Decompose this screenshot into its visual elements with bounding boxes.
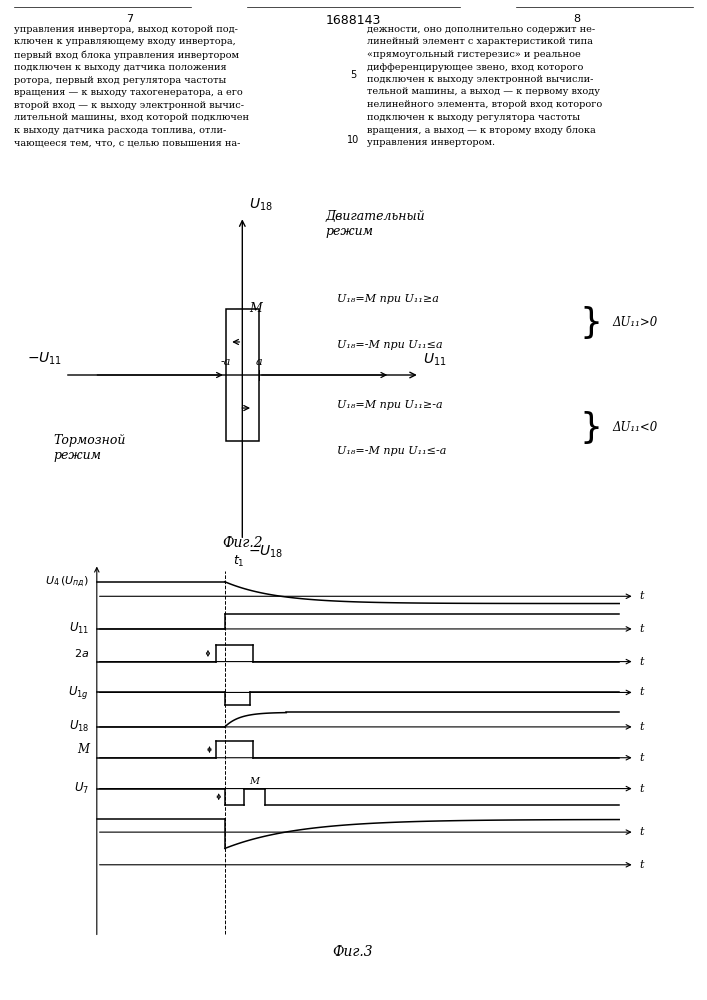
Text: t: t [640, 624, 644, 634]
Text: $U_{1g}$: $U_{1g}$ [69, 684, 89, 701]
Text: U₁₈=-M при U₁₁≤-a: U₁₈=-M при U₁₁≤-a [337, 446, 446, 456]
Text: t: t [640, 591, 644, 601]
Text: 8: 8 [573, 14, 580, 24]
Text: M: M [250, 777, 259, 786]
Text: t: t [640, 753, 644, 763]
Text: $2a$: $2a$ [74, 647, 89, 659]
Text: 1688143: 1688143 [325, 14, 380, 27]
Text: M: M [77, 743, 89, 756]
Text: $U_7$: $U_7$ [74, 781, 89, 796]
Text: $\}$: $\}$ [579, 409, 600, 446]
Text: Фиг.3: Фиг.3 [332, 945, 373, 959]
Bar [226, 309, 259, 441]
Text: -a: -a [221, 357, 231, 367]
Text: $U_{11}$: $U_{11}$ [69, 621, 89, 636]
Text: 7: 7 [127, 14, 134, 24]
Text: 10: 10 [347, 135, 359, 145]
Text: $U_{18}$: $U_{18}$ [69, 719, 89, 734]
Text: U₁₈=M при U₁₁≥a: U₁₈=M при U₁₁≥a [337, 294, 439, 304]
Text: Двигательный
режим: Двигательный режим [325, 210, 425, 238]
Text: U₁₈=M при U₁₁≥-a: U₁₈=M при U₁₁≥-a [337, 400, 443, 410]
Text: t: t [640, 827, 644, 837]
Text: Фиг.2: Фиг.2 [222, 536, 262, 550]
Text: t: t [640, 722, 644, 732]
Text: $-U_{18}$: $-U_{18}$ [248, 543, 284, 560]
Text: ΔU₁₁<0: ΔU₁₁<0 [612, 421, 657, 434]
Text: $t_1$: $t_1$ [233, 554, 244, 569]
Text: t: t [640, 687, 644, 697]
Text: Тормозной
режим: Тормозной режим [53, 434, 125, 462]
Text: M: M [250, 302, 262, 315]
Text: t: t [640, 657, 644, 667]
Text: $U_{11}$: $U_{11}$ [423, 352, 446, 368]
Text: t: t [640, 860, 644, 870]
Text: 5: 5 [350, 70, 356, 80]
Text: a: a [255, 357, 262, 367]
Text: дежности, оно дополнительно содержит не-
линейный элемент с характеристикой типа: дежности, оно дополнительно содержит не-… [367, 25, 602, 147]
Text: $U_{18}$: $U_{18}$ [250, 197, 273, 213]
Text: управления инвертора, выход которой под-
ключен к управляющему входу инвертора,
: управления инвертора, выход которой под-… [14, 25, 249, 147]
Text: ΔU₁₁>0: ΔU₁₁>0 [612, 316, 657, 329]
Text: t: t [640, 784, 644, 794]
Text: $U_4\,(U_{пд})$: $U_4\,(U_{пд})$ [45, 574, 89, 589]
Text: U₁₈=-M при U₁₁≤a: U₁₈=-M при U₁₁≤a [337, 340, 443, 350]
Text: $\}$: $\}$ [579, 304, 600, 341]
Text: $-U_{11}$: $-U_{11}$ [27, 351, 62, 367]
